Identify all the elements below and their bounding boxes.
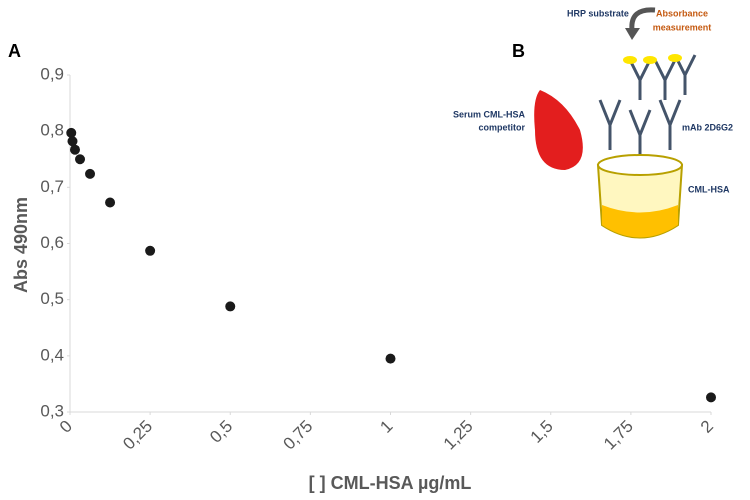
x-tick-label: 1,5 xyxy=(527,417,557,447)
x-tick-label: 1 xyxy=(376,417,396,437)
data-point xyxy=(67,136,78,147)
data-point xyxy=(85,168,96,179)
y-tick-label: 0,8 xyxy=(40,121,64,140)
y-axis-title: Abs 490nm xyxy=(11,197,31,293)
data-point xyxy=(145,245,156,256)
serum-drop xyxy=(534,90,583,170)
x-tick-label: 0,5 xyxy=(206,417,236,447)
data-point xyxy=(385,353,396,364)
data-point xyxy=(706,392,716,403)
x-tick-label: 1,75 xyxy=(600,417,637,454)
x-tick-label: 2 xyxy=(697,417,717,437)
y-tick-label: 0,7 xyxy=(40,177,64,196)
antibodies xyxy=(598,54,697,160)
x-tick-label: 1,25 xyxy=(440,417,477,454)
diagram-label: mAb 2D6G2 xyxy=(682,122,733,132)
data-point xyxy=(69,144,80,155)
arrow xyxy=(629,7,656,31)
x-axis-title: [ ] CML-HSA µg/mL xyxy=(309,473,472,493)
y-tick-label: 0,4 xyxy=(40,345,64,364)
diagram-label: measurement xyxy=(653,22,712,32)
well-rim xyxy=(597,154,683,176)
enzyme xyxy=(668,54,682,62)
enzyme xyxy=(643,56,657,64)
data-point xyxy=(225,301,236,312)
y-tick-label: 0,5 xyxy=(40,289,64,308)
arrow-head xyxy=(625,28,640,40)
y-tick-label: 0,6 xyxy=(40,233,64,252)
diagram-label: Serum CML-HSA xyxy=(453,109,526,119)
data-point xyxy=(66,127,77,138)
panel-label: B xyxy=(512,41,525,61)
x-tick-label: 0,25 xyxy=(119,417,156,454)
inset-diagram: B HRP substrate Absorbance measurement S… xyxy=(453,7,733,239)
x-tick-label: 0,75 xyxy=(280,417,317,454)
x-tick-label: 0 xyxy=(56,417,76,437)
data-point xyxy=(105,197,116,208)
well-coating xyxy=(602,205,678,238)
enzyme xyxy=(623,56,637,64)
panel-label: A xyxy=(8,41,21,61)
diagram-label: HRP substrate xyxy=(567,8,629,18)
diagram-label: Absorbance xyxy=(656,8,708,18)
data-point xyxy=(75,154,86,165)
diagram-label: CML-HSA xyxy=(688,184,730,194)
diagram-label: competitor xyxy=(478,122,525,132)
y-tick-label: 0,3 xyxy=(40,401,64,420)
y-tick-label: 0,9 xyxy=(40,64,64,83)
